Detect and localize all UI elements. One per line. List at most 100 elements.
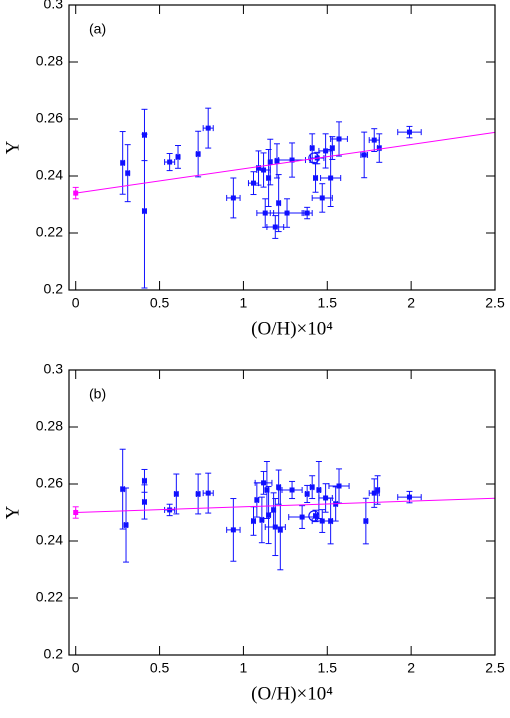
y-tick-label: 0.26 <box>36 110 63 126</box>
fit-line <box>75 131 495 194</box>
data-point <box>309 484 315 490</box>
data-point <box>313 175 319 181</box>
data-point <box>230 527 236 533</box>
y-tick-label: 0.2 <box>44 646 64 662</box>
data-point <box>406 494 412 500</box>
y-tick-label: 0.3 <box>44 361 64 377</box>
data-point <box>276 200 282 206</box>
data-point <box>120 160 126 166</box>
data-point <box>267 159 273 165</box>
x-tick-label: 0 <box>72 660 80 676</box>
data-point <box>173 491 179 497</box>
data-point <box>195 151 201 157</box>
data-point <box>175 154 181 160</box>
data-point <box>363 518 369 524</box>
y-tick-label: 0.24 <box>36 167 63 183</box>
x-tick-label: 2 <box>407 295 415 311</box>
y-tick-label: 0.24 <box>36 532 63 548</box>
data-point <box>120 486 126 492</box>
data-point <box>205 125 211 131</box>
data-point <box>304 210 310 216</box>
y-tick-label: 0.28 <box>36 418 63 434</box>
data-point <box>371 490 377 496</box>
data-point <box>123 522 129 528</box>
y-tick-label: 0.3 <box>44 0 64 12</box>
y-tick-label: 0.22 <box>36 589 63 605</box>
data-point <box>254 497 260 503</box>
data-point <box>167 159 173 165</box>
highlight-circle <box>308 510 320 522</box>
y-tick-label: 0.22 <box>36 224 63 240</box>
data-point <box>167 507 173 513</box>
data-point <box>276 484 282 490</box>
y-axis-label: Y <box>2 140 23 154</box>
data-point <box>375 487 381 493</box>
data-point <box>261 480 267 486</box>
data-point <box>284 210 290 216</box>
data-point <box>328 175 334 181</box>
data-point <box>376 145 382 151</box>
data-point <box>309 145 315 151</box>
data-point <box>250 518 256 524</box>
y-tick-label: 0.28 <box>36 53 63 69</box>
x-tick-label: 1.5 <box>318 295 338 311</box>
data-point <box>256 165 262 171</box>
x-tick-label: 1.5 <box>318 660 338 676</box>
data-point <box>361 152 367 158</box>
x-tick-label: 0.5 <box>150 660 170 676</box>
y-axis-label: Y <box>2 505 23 519</box>
x-tick-label: 1 <box>240 660 248 676</box>
x-tick-label: 2.5 <box>485 660 505 676</box>
data-point <box>274 158 280 164</box>
frame <box>68 369 496 656</box>
data-point <box>250 180 256 186</box>
data-point <box>272 524 278 530</box>
plot-area <box>72 448 495 571</box>
x-tick-label: 2 <box>407 660 415 676</box>
data-point <box>195 491 201 497</box>
data-point <box>313 513 319 519</box>
plot-area <box>72 107 495 289</box>
fit-line <box>75 497 495 513</box>
data-point <box>336 483 342 489</box>
data-point <box>323 148 329 154</box>
data-point <box>319 518 325 524</box>
data-point <box>141 499 147 505</box>
data-point <box>323 495 329 501</box>
data-point <box>230 195 236 201</box>
x-axis-label: (O/H)×10⁴ <box>251 683 333 704</box>
data-point <box>262 210 268 216</box>
data-point <box>141 478 147 484</box>
data-point <box>266 175 272 181</box>
data-point <box>319 195 325 201</box>
data-point <box>336 136 342 142</box>
data-point <box>125 170 131 176</box>
data-point <box>141 208 147 214</box>
data-point <box>316 487 322 493</box>
frame <box>68 4 496 291</box>
x-axis-label: (O/H)×10⁴ <box>251 318 333 339</box>
data-point <box>289 487 295 493</box>
data-point <box>264 487 270 493</box>
data-point <box>329 145 335 151</box>
data-point <box>277 527 283 533</box>
data-point <box>261 167 267 173</box>
data-point <box>266 512 272 518</box>
panel-label: (a) <box>89 21 106 37</box>
data-point <box>299 514 305 520</box>
data-point <box>304 491 310 497</box>
data-point <box>406 129 412 135</box>
data-point <box>259 517 265 523</box>
y-tick-label: 0.26 <box>36 475 63 491</box>
panel-label: (b) <box>89 386 106 402</box>
y-tick-label: 0.2 <box>44 281 64 297</box>
data-point <box>371 137 377 143</box>
data-point <box>328 518 334 524</box>
data-point <box>271 507 277 513</box>
data-point <box>205 490 211 496</box>
x-tick-label: 0 <box>72 295 80 311</box>
x-tick-label: 1 <box>240 295 248 311</box>
data-point <box>289 157 295 163</box>
data-point <box>272 224 278 230</box>
